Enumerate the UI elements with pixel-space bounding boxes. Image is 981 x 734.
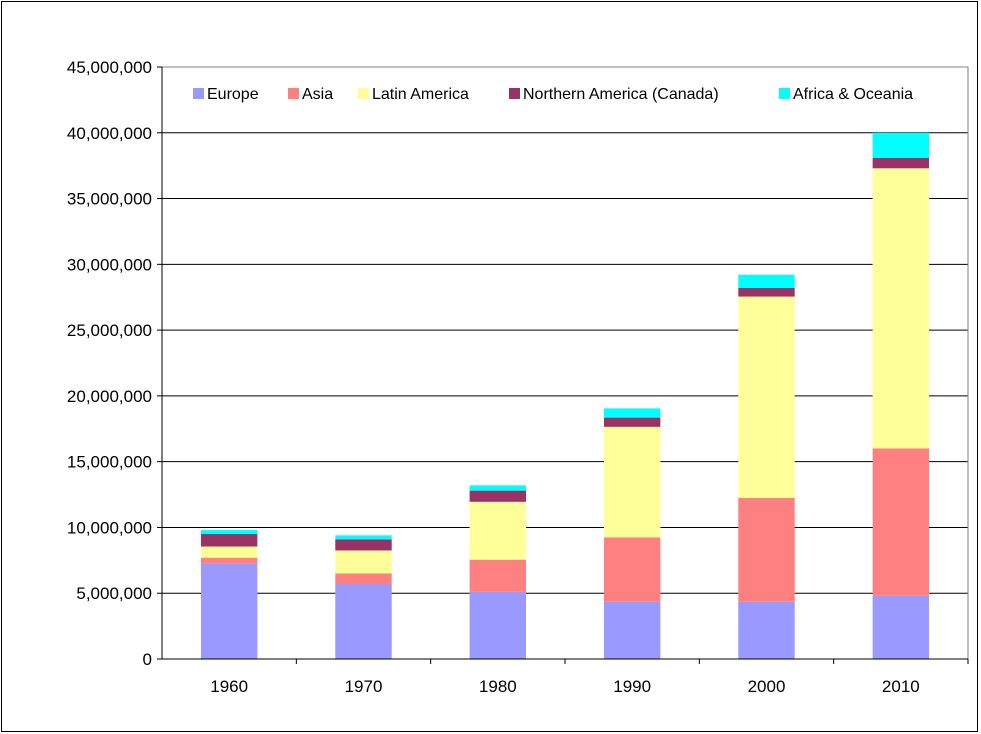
y-tick-label: 40,000,000	[67, 124, 152, 143]
legend-label: Europe	[207, 86, 259, 103]
y-tick-label: 0	[143, 650, 152, 669]
bar-segment-africa-oceania-1990	[603, 408, 661, 418]
y-tick-label: 15,000,000	[67, 453, 152, 472]
bar-segment-europe-2010	[872, 595, 930, 659]
bar-segment-europe-1990	[603, 601, 661, 659]
x-tick-label: 1990	[613, 677, 651, 696]
bar-segment-latin-america-1970	[335, 550, 392, 574]
bar-segment-europe-2000	[738, 601, 795, 659]
bar-segment-northern-america-canada--1960	[200, 534, 258, 547]
bar-segment-latin-america-1980	[469, 501, 527, 560]
bar-segment-europe-1960	[200, 563, 258, 659]
bar-segment-asia-2010	[872, 448, 930, 596]
bar-segment-africa-oceania-1960	[200, 530, 258, 535]
bar-segment-northern-america-canada--1970	[335, 539, 392, 551]
legend-label: Asia	[302, 86, 333, 103]
axes	[157, 66, 969, 664]
y-tick-label: 35,000,000	[67, 190, 152, 209]
legend-label: Latin America	[372, 86, 469, 103]
bar-segment-northern-america-canada--1980	[469, 490, 527, 502]
x-tick-label: 1960	[210, 677, 248, 696]
bar-segment-northern-america-canada--1990	[603, 417, 661, 427]
legend-swatch-asia	[288, 88, 299, 99]
bar-segment-europe-1980	[469, 591, 527, 659]
bar-segment-asia-1990	[603, 537, 661, 602]
y-tick-label: 5,000,000	[76, 584, 152, 603]
x-tick-label: 1970	[345, 677, 383, 696]
bar-segment-africa-oceania-1980	[469, 485, 527, 491]
bar-segment-latin-america-2000	[738, 296, 795, 498]
bar-segment-europe-1970	[335, 584, 392, 659]
gridlines	[162, 66, 968, 594]
legend-swatch-northern-america-canada-	[509, 88, 520, 99]
legend-label: Northern America (Canada)	[523, 86, 719, 103]
bar-segment-northern-america-canada--2010	[872, 157, 930, 169]
plot-area-border	[161, 66, 969, 660]
bar-segment-asia-1970	[335, 573, 392, 585]
bar-segment-latin-america-1990	[603, 426, 661, 538]
bar-segment-africa-oceania-2010	[872, 132, 930, 158]
y-axis-tick-labels: 0 5,000,000 10,000,000 15,000,000 20,000,000…	[67, 58, 152, 669]
bar-segment-asia-1960	[200, 557, 258, 564]
y-tick-label: 30,000,000	[67, 255, 152, 274]
bar-segment-latin-america-1960	[200, 546, 258, 558]
x-tick-label: 2010	[882, 677, 920, 696]
y-tick-label: 20,000,000	[67, 387, 152, 406]
legend: Europe Asia Latin America Northern America …	[193, 86, 913, 103]
bar-segment-africa-oceania-1970	[335, 535, 392, 540]
x-axis-tick-labels: 1960 1970 1980 1990 2000 2010	[210, 677, 919, 696]
bar-segment-asia-2000	[738, 497, 795, 602]
legend-swatch-latin-america	[358, 88, 369, 99]
x-tick-label: 1980	[479, 677, 517, 696]
x-tick-label: 2000	[748, 677, 786, 696]
y-tick-label: 45,000,000	[67, 58, 152, 77]
legend-swatch-africa-oceania	[779, 88, 790, 99]
legend-swatch-europe	[193, 88, 204, 99]
legend-label: Africa & Oceania	[793, 86, 913, 103]
y-tick-label: 25,000,000	[67, 321, 152, 340]
bars	[200, 132, 930, 659]
y-tick-label: 10,000,000	[67, 518, 152, 537]
bar-segment-africa-oceania-2000	[738, 274, 795, 289]
bar-segment-latin-america-2010	[872, 168, 930, 449]
bar-segment-northern-america-canada--2000	[738, 288, 795, 297]
bar-segment-asia-1980	[469, 559, 527, 592]
